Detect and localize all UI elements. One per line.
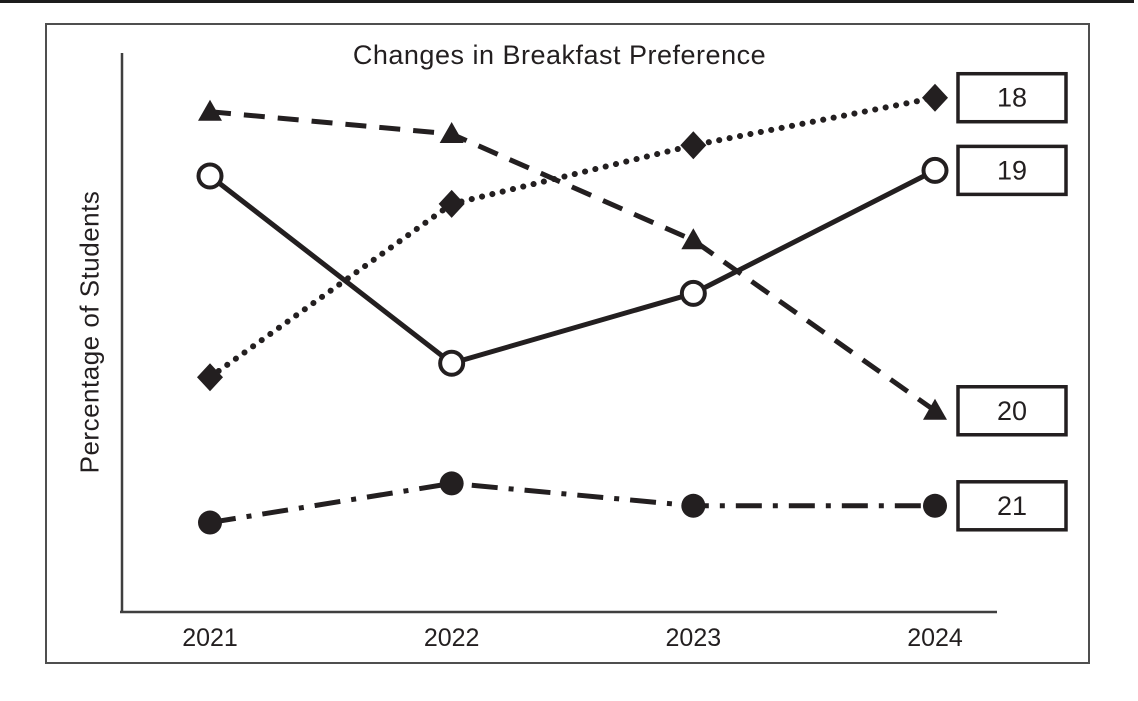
marker-circle-filled-2023 — [681, 493, 706, 518]
marker-diamond-2023 — [680, 131, 707, 160]
marker-circle-filled-2021 — [198, 510, 222, 535]
end-label-box-19 — [956, 144, 1068, 197]
series-line-20 — [209, 109, 937, 413]
end-label-text-19: 19 — [997, 155, 1027, 185]
marker-circle-filled-2022 — [439, 471, 464, 496]
marker-circle-filled-2024 — [923, 493, 947, 518]
marker-triangle-2021 — [198, 99, 222, 121]
marker-circle-open-2021 — [196, 162, 224, 190]
x-tick-label-2021: 2021 — [182, 624, 238, 652]
series-line-19 — [208, 168, 937, 366]
marker-circle-open-2023 — [679, 279, 707, 307]
series-line-18 — [207, 94, 938, 381]
marker-diamond-2022 — [438, 189, 465, 218]
x-tick-label-2022: 2022 — [424, 624, 480, 652]
x-tick-label-2023: 2023 — [666, 624, 722, 652]
marker-circle-open-2024 — [921, 156, 949, 184]
marker-diamond-2021 — [197, 363, 223, 392]
marker-diamond-2024 — [922, 83, 948, 112]
top-edge-line — [0, 0, 1134, 3]
y-axis-label: Percentage of Students — [74, 190, 105, 474]
marker-triangle-2022 — [439, 122, 464, 144]
x-tick-label-2024: 2024 — [907, 624, 963, 652]
end-label-box-18 — [956, 71, 1068, 124]
chart-title: Changes in Breakfast Preference — [352, 40, 767, 70]
marker-triangle-2024 — [923, 398, 947, 420]
end-label-text-20: 20 — [997, 396, 1027, 426]
marker-triangle-2023 — [681, 228, 706, 250]
series-line-21 — [209, 480, 935, 526]
end-label-text-21: 21 — [997, 491, 1027, 521]
end-label-text-18: 18 — [997, 83, 1027, 113]
chart-figure — [45, 23, 1090, 664]
marker-circle-open-2022 — [438, 349, 466, 377]
end-label-box-21 — [956, 480, 1068, 532]
end-label-box-20 — [956, 385, 1068, 437]
